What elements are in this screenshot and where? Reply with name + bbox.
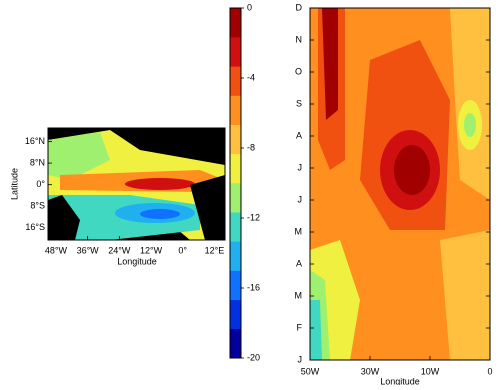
- colorbar-band: [230, 270, 241, 300]
- colorbar-band: [230, 124, 241, 155]
- y-tick-label: 8°N: [30, 157, 45, 167]
- x-tick-label: 0: [487, 366, 492, 376]
- colorbar-band: [230, 212, 241, 242]
- colorbar-tick-label: -20: [247, 352, 260, 362]
- x-axis-label: Longitude: [380, 376, 420, 385]
- colorbar-band: [230, 66, 241, 96]
- y-tick-label: S: [296, 98, 302, 108]
- x-tick-label: 50W: [301, 366, 320, 376]
- y-tick-label: 16°N: [25, 136, 45, 146]
- colorbar-tick-label: -16: [247, 282, 260, 292]
- colorbar-tick-label: -8: [247, 142, 255, 152]
- y-tick-label: O: [295, 66, 302, 76]
- x-axis-label: Longitude: [117, 256, 157, 266]
- colorbar-band: [230, 8, 241, 38]
- y-tick-label: F: [297, 322, 303, 332]
- colorbar-band: [230, 153, 241, 184]
- x-tick-label: 12°W: [140, 245, 163, 255]
- x-tick-label: 12°E: [205, 245, 225, 255]
- colorbar-tick-label: -12: [247, 212, 260, 222]
- colorbar-band: [230, 299, 241, 330]
- y-tick-label: J: [298, 194, 303, 204]
- y-tick-label: 8°S: [30, 201, 45, 211]
- colorbar-tick-label: -4: [247, 72, 255, 82]
- y-tick-label: J: [298, 354, 303, 364]
- hovmoller-field: [310, 8, 490, 360]
- y-tick-label: 16°S: [25, 222, 45, 232]
- y-tick-label: A: [296, 258, 302, 268]
- colorbar-band: [230, 183, 241, 213]
- colorbar-band: [230, 95, 241, 125]
- x-tick-label: 48°W: [45, 245, 68, 255]
- x-tick-label: 36°W: [77, 245, 100, 255]
- y-tick-label: M: [295, 226, 303, 236]
- x-tick-label: 0°: [178, 245, 187, 255]
- x-tick-label: 10W: [421, 366, 440, 376]
- colorbar-band: [230, 241, 241, 271]
- y-tick-label: M: [295, 290, 303, 300]
- y-tick-label: D: [296, 2, 303, 12]
- y-tick-label: N: [296, 34, 303, 44]
- colorbar-frame: [229, 7, 242, 359]
- y-tick-label: 0°: [36, 179, 45, 189]
- x-tick-label: 30W: [361, 366, 380, 376]
- hovmoller-frame: [309, 7, 491, 361]
- map-frame: [47, 127, 226, 241]
- y-tick-label: A: [296, 130, 302, 140]
- map-field: [48, 128, 225, 240]
- colorbar-band: [230, 37, 241, 67]
- y-tick-label: J: [298, 162, 303, 172]
- colorbar-band: [230, 328, 241, 359]
- x-tick-label: 24°W: [108, 245, 131, 255]
- y-axis-label: Latitude: [9, 168, 19, 200]
- colorbar-tick-label: 0: [247, 2, 252, 12]
